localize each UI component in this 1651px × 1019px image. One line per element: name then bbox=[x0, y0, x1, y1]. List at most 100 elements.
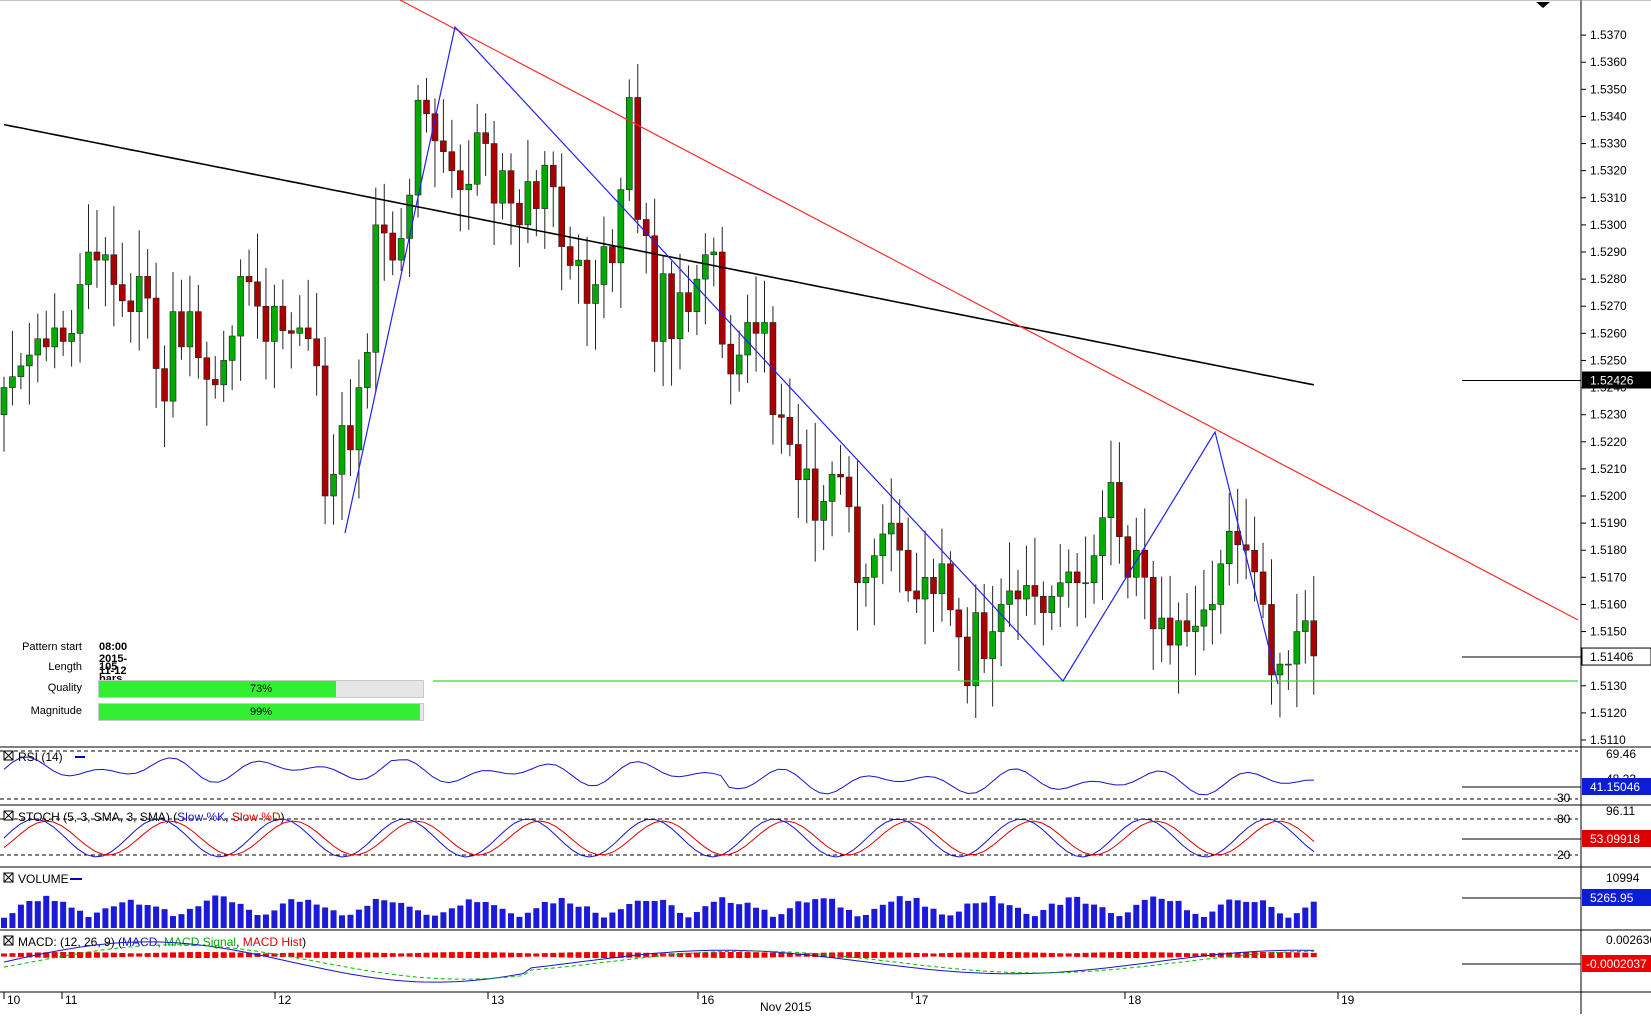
macd-hist-bar bbox=[110, 952, 117, 958]
rsi-line bbox=[3, 756, 1315, 796]
macd-hist-bar bbox=[862, 952, 869, 958]
volume-bar bbox=[9, 913, 16, 928]
macd-toggle[interactable] bbox=[3, 935, 14, 946]
candle bbox=[1099, 490, 1106, 601]
candle-body bbox=[1090, 555, 1098, 584]
volume-bar bbox=[271, 910, 278, 928]
magnitude-label: Magnitude bbox=[30, 705, 82, 717]
candle-body bbox=[34, 338, 42, 356]
macd-hist-bar bbox=[305, 952, 312, 958]
candle-body bbox=[845, 476, 853, 508]
macd-hist-bar bbox=[448, 952, 455, 958]
candle bbox=[887, 478, 895, 572]
macd-hist-bar bbox=[1285, 952, 1292, 958]
candle-body bbox=[1099, 517, 1106, 556]
volume-bar bbox=[862, 914, 869, 928]
price-tick-label: 1.5310 bbox=[1590, 191, 1627, 205]
candle-body bbox=[389, 232, 397, 261]
candle bbox=[1175, 602, 1182, 694]
pattern-zigzag bbox=[344, 25, 1279, 685]
price-tick-label: 1.5200 bbox=[1590, 489, 1627, 503]
volume-bar bbox=[347, 914, 354, 928]
volume-bar bbox=[77, 910, 84, 928]
candle bbox=[473, 103, 481, 196]
candle-body bbox=[1183, 620, 1191, 632]
macd-hist-bar bbox=[524, 953, 531, 957]
stoch-toggle[interactable] bbox=[3, 810, 14, 821]
candle-body bbox=[871, 555, 878, 578]
macd-line bbox=[3, 941, 1315, 983]
macd-hist-bar bbox=[1243, 952, 1250, 958]
candle bbox=[1031, 537, 1039, 625]
candle-body bbox=[507, 170, 515, 204]
candle-body bbox=[1107, 482, 1115, 518]
candle bbox=[59, 310, 67, 356]
candle-body bbox=[1225, 530, 1233, 565]
macd-hist-bar bbox=[879, 952, 886, 958]
volume-bar bbox=[153, 906, 160, 928]
candle-body bbox=[676, 292, 684, 340]
volume-bar bbox=[972, 903, 979, 928]
macd-hist-bar bbox=[93, 952, 100, 958]
volume-bar bbox=[1192, 913, 1199, 928]
candle bbox=[609, 229, 616, 292]
candle bbox=[465, 140, 473, 230]
volume-bar bbox=[474, 902, 481, 928]
candle bbox=[1107, 440, 1115, 566]
candle-body bbox=[693, 278, 701, 312]
candle bbox=[254, 233, 261, 339]
candle-body bbox=[245, 276, 253, 283]
macd-hist-bar bbox=[237, 952, 244, 958]
macd-hist-bar bbox=[989, 952, 996, 958]
volume-bar bbox=[761, 909, 768, 928]
candle bbox=[820, 485, 827, 551]
pattern-start-value: 08:00 2015-11-12 bbox=[99, 641, 128, 677]
volume-bar bbox=[1285, 917, 1292, 928]
macd-hist-bar bbox=[127, 953, 134, 957]
candle bbox=[313, 292, 320, 396]
macd-hist-bar bbox=[296, 952, 303, 958]
candle-body bbox=[904, 549, 912, 592]
macd-hist-bar bbox=[423, 952, 430, 958]
macd-hist-bar bbox=[888, 952, 895, 958]
candle-body bbox=[473, 132, 481, 185]
candle bbox=[127, 273, 135, 343]
macd-hist-bar bbox=[626, 952, 633, 958]
volume-bar bbox=[651, 901, 658, 928]
volume-bar bbox=[1048, 903, 1055, 928]
candle bbox=[211, 356, 219, 399]
volume-toggle[interactable] bbox=[3, 872, 14, 883]
macd-hist-bar bbox=[795, 953, 802, 957]
volume-bar bbox=[677, 912, 683, 928]
price-tick-label: 1.5330 bbox=[1590, 137, 1627, 151]
candle-body bbox=[51, 327, 59, 348]
candle bbox=[431, 98, 439, 188]
volume-bar bbox=[1268, 906, 1275, 928]
volume-bar bbox=[85, 916, 92, 928]
macd-hist-bar bbox=[431, 952, 438, 958]
time-tick-label: 17 bbox=[915, 993, 929, 1007]
volume-bar bbox=[491, 905, 498, 928]
volume-bar bbox=[998, 903, 1005, 928]
macd-hist-bar bbox=[178, 952, 185, 958]
volume-bar bbox=[837, 907, 844, 928]
rsi-toggle[interactable] bbox=[3, 750, 14, 761]
macd-hist-bar bbox=[9, 953, 16, 957]
quality-bar-fill bbox=[99, 681, 336, 697]
volume-value-label: 5265.95 bbox=[1590, 891, 1634, 905]
macd-hist-bar bbox=[685, 952, 692, 958]
macd-hist-bar bbox=[1015, 952, 1021, 958]
time-tick-label: 13 bbox=[491, 993, 505, 1007]
candle bbox=[710, 237, 718, 287]
candle bbox=[617, 177, 625, 309]
candle-body bbox=[102, 254, 109, 261]
macd-hist-bar bbox=[381, 952, 388, 958]
candle-body bbox=[42, 338, 50, 348]
candle bbox=[1200, 569, 1208, 651]
volume-bar bbox=[136, 904, 143, 928]
macd-hist-bar bbox=[457, 952, 464, 958]
candle-body bbox=[820, 501, 827, 521]
volume-bar bbox=[820, 898, 827, 928]
candle bbox=[541, 151, 549, 249]
